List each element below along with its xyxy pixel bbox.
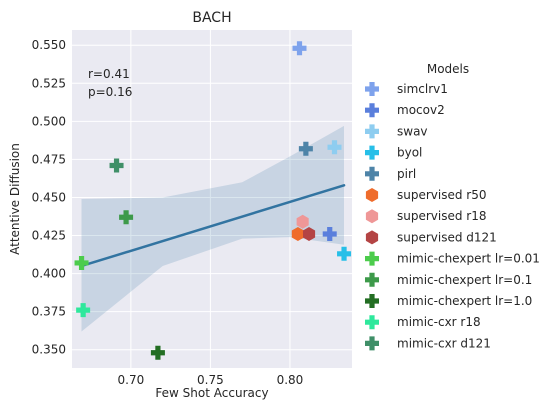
y-tick-label: 0.400 [32, 267, 66, 281]
data-point-mimic-chexpert-lr-1-0 [150, 345, 165, 360]
data-point-supervised-r18 [296, 214, 309, 229]
legend-marker-mocov2 [365, 103, 379, 118]
legend-marker-simclrv1 [365, 82, 379, 96]
legend-label-mimic-chexpert-lr-0-1: mimic-chexpert lr=0.1 [397, 273, 532, 287]
y-tick-label: 0.350 [32, 343, 66, 357]
data-point-supervised-d121 [303, 227, 316, 241]
y-tick-label: 0.500 [32, 114, 66, 128]
legend-label-supervised-r50: supervised r50 [397, 188, 487, 202]
legend-label-pirl: pirl [397, 167, 416, 181]
legend: simclrv1 mocov2 swav byol pirl supervised r50… [365, 82, 540, 351]
legend-marker-supervised-r50 [365, 188, 379, 202]
legend-label-mimic-chexpert-lr-0-01: mimic-chexpert lr=0.01 [397, 252, 540, 266]
legend-marker-mimic-chexpert-lr-1-0 [365, 294, 379, 308]
correlation-p: p=0.16 [88, 85, 132, 99]
legend-marker-mimic-cxr-d121 [365, 336, 379, 351]
y-tick-label: 0.375 [32, 305, 66, 319]
regression-line-path [80, 184, 346, 268]
data-point-byol [337, 246, 352, 261]
y-tick-labels: 0.350 0.375 0.400 0.425 0.450 0.475 0.500 0.525… [32, 38, 66, 357]
legend-marker-supervised-r18 [365, 209, 379, 224]
legend-marker-mimic-chexpert-lr-0-1 [365, 272, 379, 287]
legend-marker-mimic-cxr-r18 [365, 315, 379, 330]
legend-marker-mimic-chexpert-lr-0-01 [365, 251, 379, 266]
y-tick-label: 0.525 [32, 76, 66, 90]
y-tick-label: 0.450 [32, 190, 66, 204]
chart-title: BACH [192, 10, 231, 26]
legend-marker-supervised-d121 [365, 230, 379, 245]
legend-label-mimic-cxr-d121: mimic-cxr d121 [397, 336, 491, 350]
y-axis-label: Attentive Diffusion [8, 143, 22, 255]
confidence-band [81, 125, 344, 332]
legend-label-mimic-cxr-r18: mimic-cxr r18 [397, 315, 481, 329]
data-points [74, 41, 352, 360]
data-point-mimic-cxr-d121 [109, 158, 124, 173]
legend-marker-swav [365, 124, 379, 139]
x-tick-labels: 0.70 0.75 0.80 [118, 373, 304, 387]
legend-label-supervised-d121: supervised d121 [397, 230, 497, 244]
legend-label-supervised-r18: supervised r18 [397, 209, 487, 223]
data-point-mimic-chexpert-lr-0-1 [119, 210, 134, 225]
x-tick-label: 0.70 [118, 373, 145, 387]
y-tick-label: 0.550 [32, 38, 66, 52]
legend-label-swav: swav [397, 124, 428, 138]
x-tick-label: 0.80 [277, 373, 304, 387]
legend-label-byol: byol [397, 146, 422, 160]
legend-marker-pirl [365, 166, 379, 181]
legend-label-simclrv1: simclrv1 [397, 82, 448, 96]
legend-title: Models [427, 62, 469, 76]
x-tick-label: 0.75 [197, 373, 224, 387]
data-point-simclrv1 [292, 41, 307, 56]
data-point-pirl [298, 141, 313, 156]
confidence-band-area [81, 125, 344, 332]
legend-marker-byol [365, 145, 379, 160]
x-axis-label: Few Shot Accuracy [155, 386, 268, 400]
data-point-mocov2 [322, 227, 337, 242]
y-tick-label: 0.425 [32, 229, 66, 243]
data-point-supervised-r50 [291, 227, 304, 241]
legend-label-mocov2: mocov2 [397, 103, 445, 117]
regression-line [80, 184, 346, 268]
legend-label-mimic-chexpert-lr-1-0: mimic-chexpert lr=1.0 [397, 294, 532, 308]
data-point-mimic-chexpert-lr-0-01 [74, 255, 89, 270]
y-tick-label: 0.475 [32, 152, 66, 166]
data-point-swav [327, 140, 342, 155]
correlation-r: r=0.41 [88, 67, 130, 81]
data-point-mimic-cxr-r18 [76, 303, 91, 318]
